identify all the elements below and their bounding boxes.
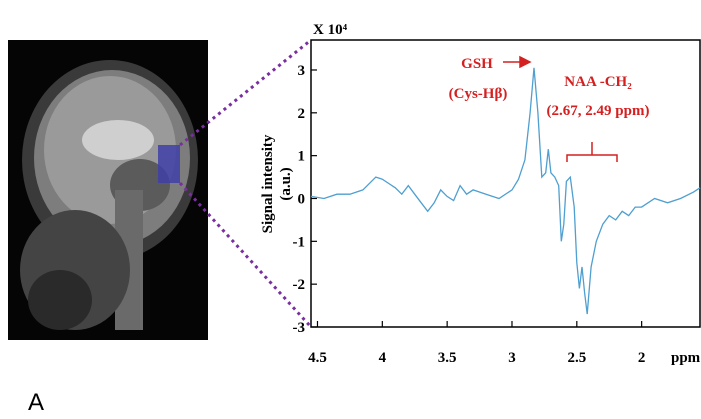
figure: X 10⁴ Signal intensity (a.u.) ppm GSH (C… [0, 0, 701, 419]
y-axis-label: Signal intensity [260, 134, 276, 233]
annotation: (Cys-Hβ) [449, 86, 508, 102]
y-tick-label: -1 [293, 234, 306, 250]
y-tick-label: 2 [298, 106, 306, 122]
x-tick-label: 2.5 [567, 350, 586, 366]
y-axis-label: (a.u.) [278, 167, 294, 200]
annotation: (2.67, 2.49 ppm) [547, 103, 650, 119]
y-tick-label: -2 [293, 277, 306, 293]
x-tick-label: 3 [508, 350, 516, 366]
mri-image [8, 40, 208, 340]
annotation-bracket [567, 142, 617, 162]
annotation-arrow [503, 57, 530, 67]
y-tick-label: 1 [298, 149, 306, 165]
annotation: NAA -CH₂ [564, 74, 632, 90]
y-scale-label: X 10⁴ [313, 22, 348, 38]
y-tick-label: -3 [293, 320, 306, 336]
x-tick-label: 4 [379, 350, 387, 366]
x-tick-label: 4.5 [308, 350, 327, 366]
y-tick-label: 3 [298, 63, 306, 79]
page: X 10⁴ Signal intensity (a.u.) ppm GSH (C… [0, 0, 701, 419]
annotation: GSH [461, 56, 493, 72]
panel-label: A [28, 389, 44, 416]
x-axis-label: ppm [671, 350, 701, 366]
y-tick-label: 0 [298, 191, 306, 207]
x-tick-label: 3.5 [438, 350, 457, 366]
x-tick-label: 2 [638, 350, 646, 366]
